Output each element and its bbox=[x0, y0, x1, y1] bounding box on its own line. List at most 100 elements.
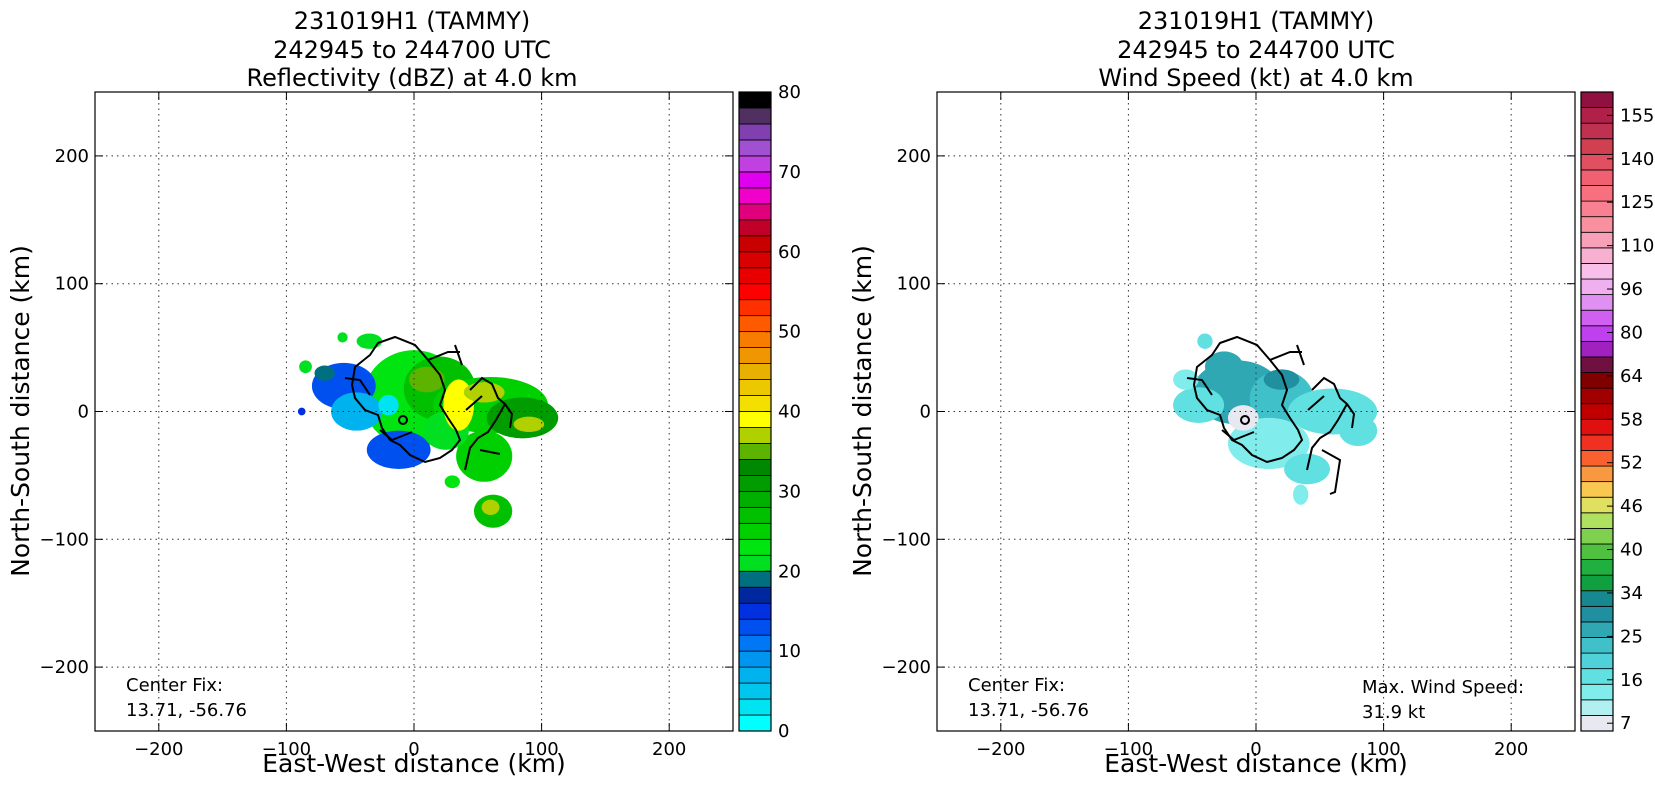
colorbar-tick-label: 80 bbox=[778, 82, 801, 103]
colorbar-segment bbox=[738, 139, 772, 157]
colorbar-segment bbox=[1580, 465, 1614, 483]
center-fix-label: Center Fix: bbox=[968, 675, 1065, 696]
colorbar-tick-label: 0 bbox=[778, 721, 789, 742]
y-tick-label: −100 bbox=[882, 529, 931, 550]
y-tick-label: 100 bbox=[897, 274, 931, 295]
colorbar-segment bbox=[1580, 122, 1614, 140]
field-cell-8 bbox=[366, 430, 431, 470]
field-cell-16 bbox=[314, 365, 335, 381]
colorbar-segment bbox=[1580, 699, 1614, 716]
colorbar-segment bbox=[738, 299, 772, 317]
colorbar-segment bbox=[1580, 637, 1614, 654]
colorbar-segment bbox=[1580, 683, 1614, 701]
field-cell-4 bbox=[456, 430, 513, 482]
colorbar-segment bbox=[738, 554, 772, 572]
y-tick-label: 0 bbox=[78, 402, 89, 423]
colorbar-tick-label: 10 bbox=[778, 641, 801, 662]
colorbar-segment bbox=[738, 586, 772, 604]
colorbar-segment bbox=[738, 443, 772, 460]
field-cell-6 bbox=[1173, 369, 1199, 390]
colorbar-segment bbox=[738, 634, 772, 652]
coastline-overlay bbox=[344, 335, 514, 471]
field-cell-17 bbox=[299, 360, 312, 374]
colorbar-segment bbox=[738, 459, 772, 476]
field-cell-13 bbox=[513, 416, 545, 432]
colorbar-tick-label: 58 bbox=[1620, 409, 1643, 430]
chart-title-line-2: 242945 to 244700 UTC bbox=[1117, 36, 1395, 64]
field-cell-21 bbox=[444, 475, 460, 489]
colorbar-segment bbox=[738, 395, 772, 412]
wind-speed-field bbox=[1173, 333, 1378, 505]
colorbar-segment bbox=[1580, 153, 1614, 171]
colorbar-segment bbox=[1580, 169, 1614, 186]
field-cell-18 bbox=[356, 333, 383, 349]
colorbar-segment bbox=[1580, 387, 1614, 405]
reflectivity-field bbox=[297, 332, 559, 528]
colorbar-tick-label: 125 bbox=[1620, 192, 1654, 213]
coastline-overlay bbox=[1186, 335, 1356, 495]
colorbar-segment bbox=[738, 379, 772, 396]
center-fix-value: 13.71, -56.76 bbox=[968, 700, 1089, 721]
field-cell-10 bbox=[1338, 415, 1378, 447]
colorbar-tick-label: 25 bbox=[1620, 626, 1643, 647]
colorbar-segment bbox=[1580, 263, 1614, 280]
colorbar-segment bbox=[1580, 418, 1614, 436]
colorbar-segment bbox=[738, 570, 772, 588]
field-cell-10 bbox=[408, 366, 445, 393]
wind-speed-panel: 231019H1 (TAMMY) 242945 to 244700 UTC Wi… bbox=[848, 7, 1654, 778]
field-cell-9 bbox=[1227, 405, 1259, 431]
colorbar-segment bbox=[1580, 434, 1614, 451]
field-cell-5 bbox=[1173, 387, 1225, 424]
colorbar-tick-label: 155 bbox=[1620, 105, 1654, 126]
field-cell-20 bbox=[297, 407, 306, 416]
colorbar-segment bbox=[738, 427, 772, 444]
y-tick-label: 100 bbox=[55, 274, 89, 295]
x-tick-label: 100 bbox=[524, 739, 558, 760]
colorbar-tick-label: 40 bbox=[1620, 540, 1643, 561]
colorbar-frame bbox=[1580, 91, 1614, 732]
colorbar-segment bbox=[1580, 325, 1614, 342]
colorbar-tick-label: 40 bbox=[778, 402, 801, 423]
colorbar-segment bbox=[738, 315, 772, 333]
colorbar-segment bbox=[1580, 356, 1614, 373]
grid bbox=[937, 92, 1575, 731]
colorbar-tick-label: 96 bbox=[1620, 279, 1643, 300]
colorbar-tick-label: 50 bbox=[778, 322, 801, 343]
colorbar-segment bbox=[1580, 294, 1614, 311]
colorbar-segment bbox=[738, 123, 772, 141]
reflectivity-colorbar: 0 10 20 30 40 50 60 70 80 bbox=[738, 82, 801, 742]
colorbar-segment bbox=[738, 347, 772, 364]
field-cell-15 bbox=[378, 394, 399, 416]
max-wind-label: Max. Wind Speed: bbox=[1362, 677, 1524, 698]
colorbar-segment bbox=[738, 155, 772, 173]
field-cell-14 bbox=[481, 499, 500, 516]
colorbar-segment bbox=[1580, 481, 1614, 498]
x-axis-label: East-West distance (km) bbox=[262, 749, 566, 778]
coastline-outline bbox=[350, 335, 462, 464]
x-tick-label: 0 bbox=[408, 739, 419, 760]
colorbar-segment bbox=[738, 682, 772, 700]
axis-ticks: −200 −100 0 100 200 −200 −100 0 100 200 bbox=[40, 92, 733, 760]
colorbar-segment bbox=[1580, 138, 1614, 155]
colorbar-tick-label: 64 bbox=[1620, 366, 1643, 387]
center-marker bbox=[1240, 415, 1250, 425]
y-tick-label: −200 bbox=[40, 657, 89, 678]
colorbar-tick-label: 52 bbox=[1620, 453, 1643, 474]
x-tick-label: −100 bbox=[1104, 739, 1153, 760]
colorbar-tick-label: 140 bbox=[1620, 149, 1654, 170]
max-wind-value: 31.9 kt bbox=[1362, 702, 1425, 723]
colorbar-segment bbox=[738, 506, 772, 524]
coastline-line bbox=[1269, 344, 1356, 495]
colorbar-segment bbox=[1580, 216, 1614, 233]
colorbar-tick-label: 7 bbox=[1620, 713, 1631, 734]
colorbar-segment bbox=[1580, 621, 1614, 638]
colorbar-tick-label: 30 bbox=[778, 481, 801, 502]
colorbar-segment bbox=[1580, 559, 1614, 576]
field-cell-19 bbox=[337, 332, 348, 343]
colorbar-segment bbox=[738, 650, 772, 668]
y-tick-label: −200 bbox=[882, 657, 931, 678]
colorbar-tick-label: 70 bbox=[778, 162, 801, 183]
field-cell-7 bbox=[331, 392, 383, 431]
y-axis-label: North-South distance (km) bbox=[6, 245, 35, 577]
